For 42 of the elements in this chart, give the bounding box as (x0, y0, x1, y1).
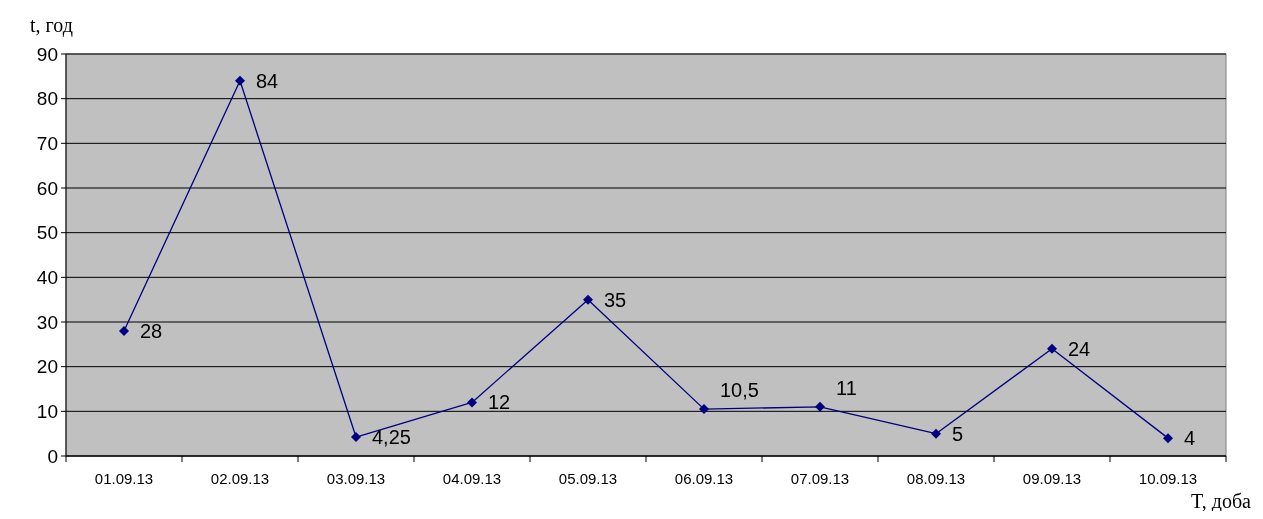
point (235, 75, 245, 86)
y-tick-label: 90 (36, 43, 58, 65)
data-label: 11 (836, 376, 857, 399)
data-label: 4,25 (372, 426, 411, 449)
y-tick-label: 20 (36, 356, 58, 378)
data-label: 35 (604, 288, 627, 311)
y-axis-title: t, год (30, 14, 73, 37)
point (931, 428, 941, 439)
data-label: 84 (256, 69, 279, 92)
y-tick-label: 0 (47, 445, 58, 467)
data-label: 24 (1068, 337, 1091, 360)
x-tick-label: 05.09.13 (558, 470, 618, 487)
point (1163, 433, 1173, 444)
x-tick-label: 01.09.13 (94, 470, 154, 487)
y-tick-label: 40 (36, 266, 58, 288)
data-label: 5 (952, 422, 964, 445)
x-tick-label: 10.09.13 (1138, 470, 1198, 487)
x-tick-label: 07.09.13 (790, 470, 850, 487)
y-tick-label: 70 (36, 132, 58, 154)
y-tick-label: 80 (36, 88, 58, 110)
point (583, 294, 593, 305)
point (699, 404, 709, 415)
y-tick-label: 30 (36, 311, 58, 333)
data-label: 12 (488, 391, 511, 414)
data-label: 10,5 (720, 379, 759, 402)
data-label: 28 (140, 319, 163, 342)
y-tick-label: 10 (36, 400, 58, 422)
data-label: 4 (1184, 427, 1196, 450)
point (351, 432, 361, 443)
x-tick-label: 03.09.13 (326, 470, 386, 487)
x-axis-title: T, доба (1191, 490, 1252, 513)
x-tick-label: 09.09.13 (1022, 470, 1082, 487)
x-tick-label: 06.09.13 (674, 470, 734, 487)
y-tick-label: 60 (36, 177, 58, 199)
x-tick-label: 04.09.13 (442, 470, 502, 487)
point (119, 325, 129, 336)
x-tick-label: 02.09.13 (210, 470, 270, 487)
point (467, 397, 477, 408)
point (815, 401, 825, 412)
y-tick-label: 50 (36, 222, 58, 244)
point (1047, 343, 1057, 354)
x-tick-label: 08.09.13 (906, 470, 966, 487)
